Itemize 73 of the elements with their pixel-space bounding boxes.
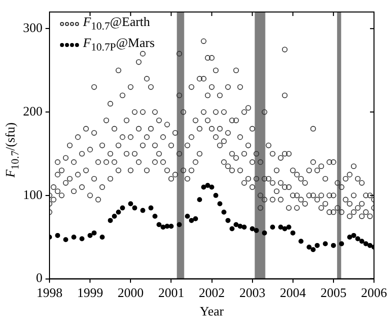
x-tick-label: 2002 xyxy=(198,285,225,300)
point xyxy=(310,247,316,252)
point xyxy=(347,234,352,240)
x-tick-label: 1999 xyxy=(77,285,104,300)
point xyxy=(330,242,336,248)
x-tick-label: 2005 xyxy=(320,285,346,300)
point xyxy=(205,182,210,188)
point xyxy=(152,214,158,219)
legend-label: F$_{10.7}$@Earth xyxy=(83,14,150,35)
point xyxy=(128,201,134,206)
point xyxy=(230,226,235,232)
point xyxy=(262,230,267,236)
point xyxy=(88,232,93,238)
point xyxy=(108,218,113,223)
point xyxy=(193,216,198,222)
point xyxy=(209,184,214,190)
point xyxy=(270,224,276,230)
point xyxy=(278,224,284,230)
point xyxy=(359,238,364,244)
x-tick-label: 2003 xyxy=(239,285,266,300)
point xyxy=(148,205,154,210)
point xyxy=(213,192,218,198)
point xyxy=(63,237,68,242)
point xyxy=(92,230,97,236)
y-tick-label: 200 xyxy=(23,103,42,118)
point xyxy=(290,230,296,236)
point xyxy=(322,241,328,246)
x-tick-label: 2001 xyxy=(158,285,184,300)
point xyxy=(160,224,166,230)
point xyxy=(221,210,226,215)
point xyxy=(71,234,76,240)
point xyxy=(140,208,146,213)
point xyxy=(225,218,230,223)
point xyxy=(120,205,126,210)
point xyxy=(254,228,259,233)
x-axis-title: Year xyxy=(200,304,224,319)
point xyxy=(164,224,170,229)
x-tick-label: 2000 xyxy=(118,285,144,300)
point xyxy=(55,232,60,238)
y-tick-label: 100 xyxy=(23,186,42,202)
point xyxy=(132,205,138,210)
point xyxy=(351,232,356,238)
point xyxy=(238,224,243,229)
point xyxy=(298,238,304,244)
point xyxy=(355,236,360,242)
x-tick-label: 2006 xyxy=(361,285,388,300)
legend-label: F$_{10.7P}$@Mars xyxy=(83,34,155,56)
point xyxy=(156,222,162,228)
x-tick-label: 2004 xyxy=(280,285,306,300)
point xyxy=(363,241,368,246)
point xyxy=(339,241,344,246)
point xyxy=(250,226,255,232)
point xyxy=(100,234,105,240)
point xyxy=(367,242,372,248)
point xyxy=(306,244,312,250)
point xyxy=(188,218,194,223)
point xyxy=(197,197,202,202)
x-tick-label: 1998 xyxy=(36,285,62,300)
point xyxy=(116,210,121,215)
point xyxy=(201,184,206,190)
point xyxy=(217,201,222,206)
point xyxy=(168,224,174,229)
point xyxy=(242,224,247,230)
point xyxy=(112,214,117,219)
point xyxy=(282,226,288,232)
point xyxy=(286,224,292,230)
y-tick-label: 300 xyxy=(23,20,42,36)
point xyxy=(314,242,320,248)
point xyxy=(184,214,190,219)
point xyxy=(234,222,239,228)
y-tick-label: 0 xyxy=(36,270,42,286)
point xyxy=(176,222,182,228)
point xyxy=(79,236,84,242)
